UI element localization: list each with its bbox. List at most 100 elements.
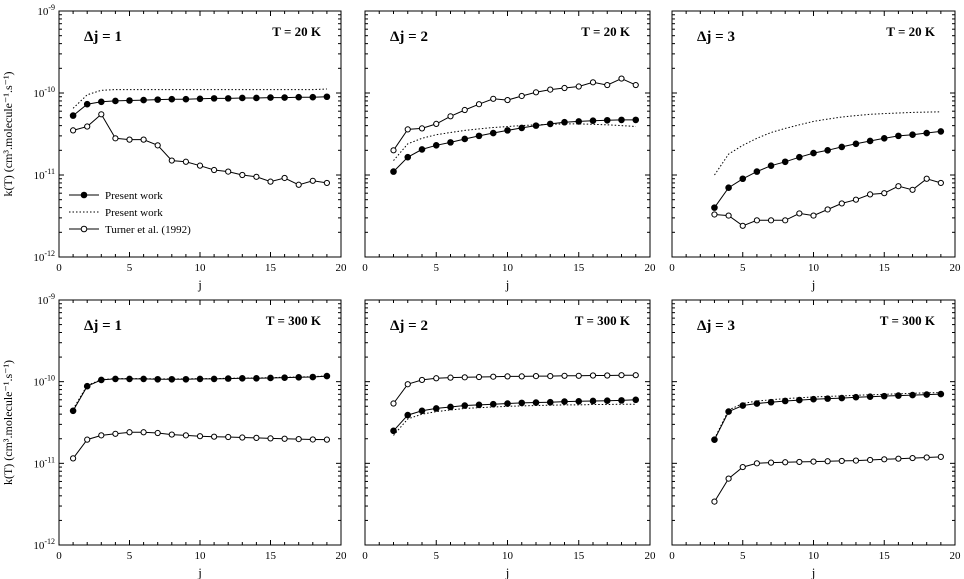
- turner-1992-point: [589, 372, 597, 379]
- present-work-point: [518, 399, 526, 407]
- present-work-point: [461, 135, 469, 143]
- present-work-point: [182, 95, 190, 103]
- turner-1992-point: [561, 372, 568, 379]
- present-work-point: [475, 401, 483, 409]
- turner-1992-point: [852, 196, 860, 203]
- turner-1992-point: [881, 190, 888, 197]
- present-work-point: [98, 98, 105, 106]
- present-work-point: [390, 168, 397, 175]
- present-work-line: [393, 119, 636, 172]
- turner-1992-point: [168, 431, 175, 438]
- turner-1992-point: [253, 173, 260, 180]
- y-tick-label: 10-9: [37, 3, 55, 18]
- turner-1992-point: [433, 375, 440, 382]
- turner-1992-point: [604, 81, 611, 89]
- present-work-point: [575, 397, 583, 405]
- turner-1992-point: [182, 432, 189, 439]
- turner-1992-point: [112, 135, 119, 142]
- turner-1992-point: [711, 211, 718, 218]
- chart-panel-3: 0 5 10 15 20 j Δj = 3 T = 20 K: [669, 10, 961, 292]
- x-tick-label: 5: [127, 262, 133, 274]
- turner-1992-point: [196, 433, 204, 440]
- present-work-point: [838, 143, 846, 151]
- turner-1992-point: [404, 381, 411, 388]
- turner-1992-point: [909, 454, 916, 462]
- present-work-point: [432, 405, 440, 412]
- turner-1992-point: [140, 429, 147, 436]
- present-work-point: [711, 436, 718, 443]
- turner-1992-point: [632, 372, 639, 379]
- turner-1992-point: [475, 101, 483, 108]
- turner-1992-point: [767, 217, 775, 224]
- turner-1992-point: [725, 212, 732, 219]
- turner-1992-point: [937, 179, 944, 187]
- present-work-point: [447, 139, 454, 146]
- turner-1992-point: [323, 436, 330, 443]
- present-work-point: [504, 400, 511, 407]
- panel-title: Δj = 2: [390, 29, 428, 45]
- present-work-point: [546, 398, 554, 406]
- x-tick-label: 10: [502, 550, 514, 562]
- x-axis-label: j: [505, 277, 510, 292]
- present-work-point: [618, 116, 625, 124]
- turner-1992-point: [632, 81, 639, 89]
- present-work-point: [618, 397, 625, 404]
- turner-1992-point: [154, 142, 161, 149]
- y-axis-label: k(T) (cm³.molecule⁻¹.s⁻¹): [1, 360, 15, 485]
- turner-1992-point: [867, 191, 874, 198]
- turner-1992-point: [824, 458, 831, 465]
- present-work-point: [880, 135, 888, 142]
- turner-1992-point: [796, 458, 803, 466]
- x-tick-label: 0: [56, 550, 62, 562]
- turner-1992-point: [504, 96, 511, 104]
- turner-1992-point: [126, 429, 133, 436]
- present-work-point: [796, 153, 803, 161]
- turner-1992-point: [518, 92, 525, 100]
- turner-1992-point: [404, 126, 411, 133]
- present-work-point: [323, 93, 331, 101]
- turner-1992-point: [490, 373, 497, 380]
- turner-1992-point: [281, 174, 288, 182]
- x-tick-label: 15: [879, 262, 891, 274]
- present-work-point: [603, 116, 611, 124]
- x-tick-label: 5: [740, 262, 746, 274]
- turner-1992-point: [112, 430, 119, 437]
- legend-label: Present work: [105, 190, 163, 202]
- turner-1992-point: [838, 200, 845, 207]
- present-work-point: [895, 392, 902, 399]
- x-tick-label: 20: [645, 262, 657, 274]
- plot-frame: [364, 10, 651, 258]
- x-tick-label: 10: [195, 550, 207, 562]
- present-work-point: [253, 94, 260, 102]
- x-axis-label: j: [197, 565, 202, 579]
- panel-title: Δj = 1: [84, 318, 122, 334]
- turner-1992-point: [418, 376, 426, 384]
- turner-1992-point: [225, 433, 232, 441]
- present-work-point: [168, 95, 176, 103]
- turner-1992-point: [281, 435, 288, 442]
- present-work-point: [739, 175, 747, 183]
- x-tick-label: 0: [362, 262, 368, 274]
- present-work-dotted-line: [72, 375, 327, 410]
- present-work-point: [767, 162, 775, 169]
- present-work-point: [518, 124, 526, 132]
- y-axis-label: k(T) (cm³.molecule⁻¹.s⁻¹): [1, 71, 15, 196]
- present-work-point: [239, 94, 246, 102]
- x-tick-label: 20: [645, 550, 657, 562]
- turner-1992-point: [575, 83, 582, 90]
- turner-1992-point: [852, 457, 860, 464]
- present-work-point: [418, 407, 426, 415]
- present-work-point: [489, 129, 497, 137]
- present-work-point: [824, 395, 831, 402]
- y-tick-label: 10-12: [33, 537, 55, 552]
- present-work-point: [937, 128, 945, 135]
- turner-1992-point: [782, 217, 789, 224]
- x-tick-label: 15: [265, 550, 277, 562]
- present-work-line: [714, 130, 941, 208]
- x-tick-label: 0: [362, 550, 368, 562]
- turner-1992-point: [98, 111, 105, 118]
- turner-1992-point: [447, 374, 454, 381]
- present-work-point: [461, 402, 469, 409]
- turner-1992-point: [140, 136, 147, 143]
